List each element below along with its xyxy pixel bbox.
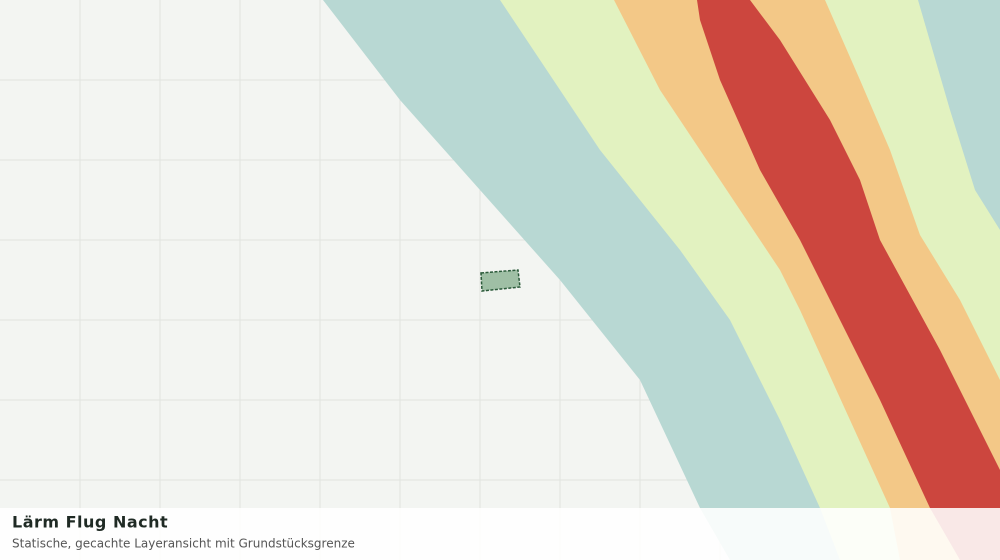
- caption-bar: [0, 508, 1000, 560]
- noise-zones: [323, 0, 1000, 560]
- zone-low: [918, 0, 1000, 230]
- parcel-boundary: [480, 269, 521, 292]
- layer-title: Lärm Flug Nacht: [12, 513, 168, 532]
- layer-subtitle: Statische, gecachte Layeransicht mit Gru…: [12, 537, 355, 551]
